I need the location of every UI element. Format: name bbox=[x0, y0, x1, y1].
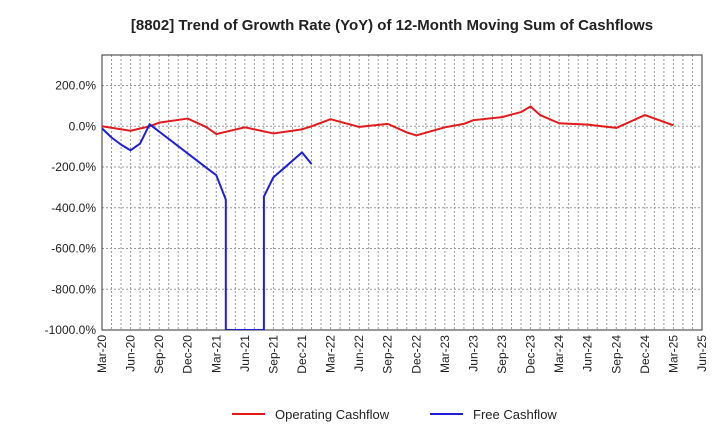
y-tick-label: -600.0% bbox=[51, 242, 96, 256]
x-tick-label: Dec-23 bbox=[524, 335, 538, 374]
x-tick-label: Mar-22 bbox=[324, 335, 338, 373]
x-tick-label: Sep-22 bbox=[381, 335, 395, 374]
x-tick-label: Mar-25 bbox=[666, 335, 680, 373]
legend-item: Operating Cashflow bbox=[232, 407, 390, 422]
x-tick-label: Jun-24 bbox=[581, 335, 595, 372]
x-tick-label: Mar-20 bbox=[95, 335, 109, 373]
x-tick-label: Dec-21 bbox=[295, 335, 309, 374]
x-tick-label: Dec-22 bbox=[409, 335, 423, 374]
legend: Operating Cashflow Free Cashflow bbox=[232, 407, 557, 422]
x-tick-label: Jun-25 bbox=[695, 335, 709, 372]
x-tick-label: Jun-23 bbox=[466, 335, 480, 372]
y-tick-label: -200.0% bbox=[51, 160, 96, 174]
x-tick-label: Mar-21 bbox=[209, 335, 223, 373]
y-tick-label: 0.0% bbox=[69, 119, 97, 133]
x-tick-label: Jun-22 bbox=[352, 335, 366, 372]
x-tick-label: Jun-20 bbox=[124, 335, 138, 372]
y-tick-label: -800.0% bbox=[51, 282, 96, 296]
y-tick-label: -400.0% bbox=[51, 201, 96, 215]
x-tick-label: Sep-24 bbox=[609, 335, 623, 374]
plot-border bbox=[101, 54, 703, 331]
x-tick-label: Jun-21 bbox=[238, 335, 252, 372]
series-line-free-cashflow bbox=[102, 123, 313, 330]
chart-title: [8802] Trend of Growth Rate (YoY) of 12-… bbox=[131, 17, 653, 34]
x-tick-label: Dec-24 bbox=[638, 335, 652, 374]
series-layer bbox=[102, 105, 674, 330]
legend-label: Operating Cashflow bbox=[275, 407, 390, 422]
x-tick-label: Mar-24 bbox=[552, 335, 566, 373]
series-line-operating-cashflow bbox=[102, 105, 674, 137]
x-tick-label: Sep-20 bbox=[152, 335, 166, 374]
legend-item: Free Cashflow bbox=[430, 407, 557, 422]
axis-layer: 200.0% 0.0% -200.0% -400.0% -600.0% -800.0% -1… bbox=[45, 54, 709, 374]
x-tick-label: Mar-23 bbox=[438, 335, 452, 373]
grid-layer bbox=[101, 55, 703, 331]
y-tick-label: -1000.0% bbox=[45, 323, 97, 337]
x-tick-label: Sep-21 bbox=[266, 335, 280, 374]
plot-area bbox=[102, 55, 702, 330]
x-tick-label: Dec-20 bbox=[181, 335, 195, 374]
x-tick-label: Sep-23 bbox=[495, 335, 509, 374]
legend-label: Free Cashflow bbox=[473, 407, 557, 422]
y-tick-label: 200.0% bbox=[55, 79, 96, 93]
